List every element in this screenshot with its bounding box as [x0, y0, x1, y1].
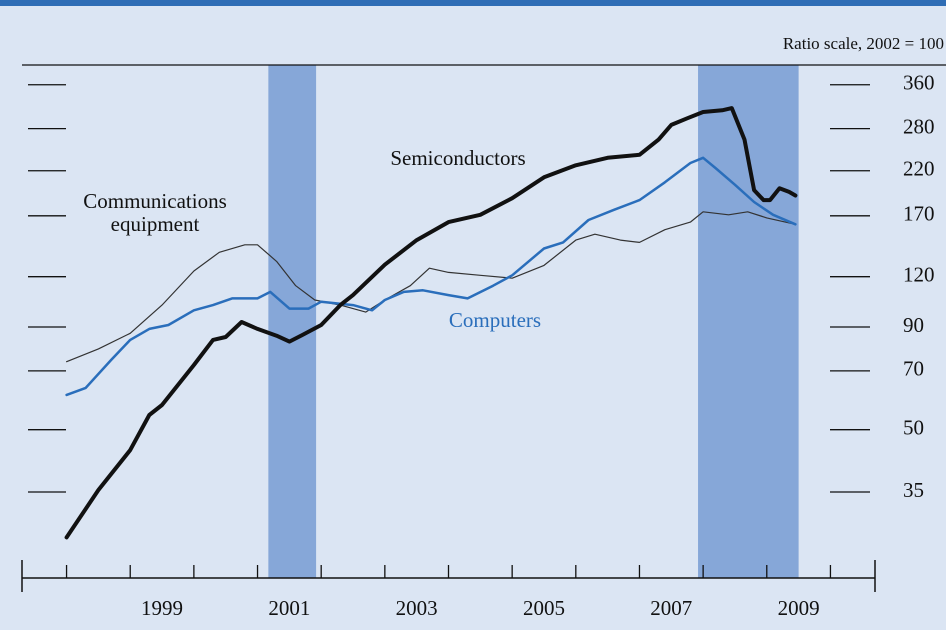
- annotation: Semiconductors: [390, 146, 525, 170]
- top-bar: [0, 0, 946, 6]
- y-tick-label: 360: [903, 71, 935, 95]
- recession-shade: [698, 65, 799, 578]
- annotation: Computers: [449, 308, 541, 332]
- series-line: [65, 156, 797, 397]
- scale-note: Ratio scale, 2002 = 100: [783, 34, 944, 53]
- series-line: [66, 211, 796, 363]
- series-line: [64, 106, 798, 540]
- y-tick-label: 170: [903, 202, 935, 226]
- y-tick-label: 90: [903, 313, 924, 337]
- annotation: equipment: [111, 212, 200, 236]
- x-tick-label: 2001: [268, 596, 310, 620]
- x-tick-label: 2003: [396, 596, 438, 620]
- y-tick-label: 280: [903, 114, 935, 138]
- annotation: Communications: [83, 189, 227, 213]
- x-tick-label: 2005: [523, 596, 565, 620]
- y-tick-label: 50: [903, 416, 924, 440]
- x-tick-label: 1999: [141, 596, 183, 620]
- recession-shade: [268, 65, 317, 578]
- shading-layer: [268, 65, 799, 578]
- y-tick-label: 220: [903, 157, 935, 181]
- y-tick-label: 35: [903, 478, 924, 502]
- y-tick-label: 70: [903, 357, 924, 381]
- x-tick-label: 2009: [778, 596, 820, 620]
- y-tick-label: 120: [903, 263, 935, 287]
- x-tick-label: 2007: [650, 596, 692, 620]
